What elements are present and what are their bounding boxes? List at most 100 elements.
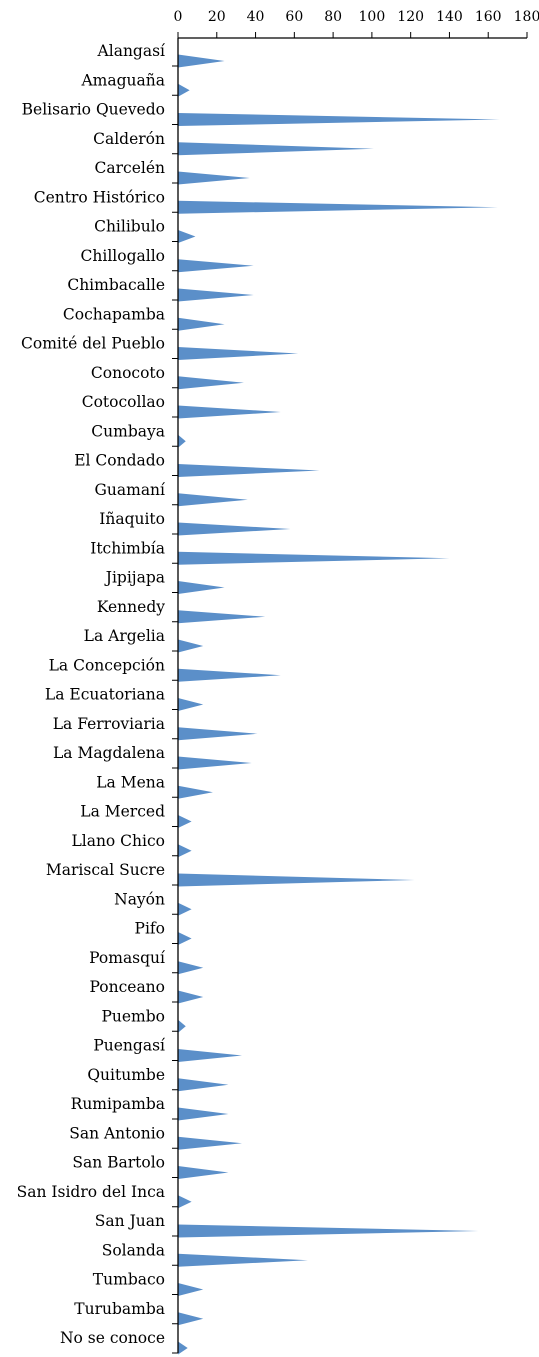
category-label: Chillogallo bbox=[81, 247, 165, 265]
category-label: Cochapamba bbox=[63, 305, 165, 323]
category-label: El Condado bbox=[74, 452, 165, 470]
bar bbox=[178, 932, 192, 945]
category-label: Centro Histórico bbox=[34, 188, 165, 206]
x-tick-label: 60 bbox=[285, 9, 303, 25]
category-label: Llano Chico bbox=[71, 832, 165, 850]
category-label: Tumbaco bbox=[93, 1271, 165, 1289]
x-axis: 0 20 40 60 80 100 120 140 160 180 bbox=[174, 9, 539, 39]
category-label: Puembo bbox=[101, 1007, 165, 1025]
category-label: Itchimbía bbox=[90, 539, 165, 557]
bar bbox=[178, 347, 299, 360]
category-label: San Juan bbox=[95, 1212, 165, 1230]
category-label: Calderón bbox=[93, 130, 165, 148]
category-label: Carcelén bbox=[95, 159, 165, 177]
category-label: Quitumbe bbox=[87, 1066, 165, 1084]
bar bbox=[178, 434, 186, 448]
category-label: La Argelia bbox=[84, 627, 165, 645]
bar bbox=[178, 171, 250, 185]
bar bbox=[178, 1312, 204, 1326]
category-label: Cumbaya bbox=[91, 422, 165, 440]
category-label: Pomasquí bbox=[89, 949, 166, 967]
bar bbox=[178, 522, 291, 536]
bar bbox=[178, 464, 320, 477]
category-label: Chimbacalle bbox=[67, 276, 165, 294]
category-label: San Antonio bbox=[69, 1124, 165, 1142]
bar bbox=[178, 1224, 479, 1238]
bar bbox=[178, 756, 252, 770]
bar bbox=[178, 83, 190, 97]
category-label: Iñaquito bbox=[99, 510, 165, 528]
bar bbox=[178, 317, 225, 331]
category-label: Rumipamba bbox=[71, 1095, 165, 1113]
bar bbox=[178, 581, 225, 594]
bar bbox=[178, 1195, 192, 1209]
category-label: Amaguaña bbox=[80, 71, 165, 89]
bar bbox=[178, 639, 204, 653]
category-label: Cotocollao bbox=[82, 393, 165, 411]
x-tick-label: 160 bbox=[475, 9, 502, 25]
bar bbox=[178, 113, 500, 126]
bar bbox=[178, 961, 204, 975]
category-labels: Alangasí Amaguaña Belisario Quevedo Calderó… bbox=[17, 42, 166, 1347]
bar bbox=[178, 405, 281, 419]
bar bbox=[178, 698, 204, 711]
category-label: Conocoto bbox=[91, 364, 165, 382]
bar bbox=[178, 493, 248, 507]
category-label: Turubamba bbox=[74, 1300, 165, 1318]
category-label: No se conoce bbox=[60, 1329, 165, 1347]
bar bbox=[178, 1283, 204, 1296]
bar bbox=[178, 1166, 229, 1179]
category-label: La Ferroviaria bbox=[53, 715, 165, 733]
category-label: Mariscal Sucre bbox=[46, 861, 165, 879]
bar bbox=[178, 990, 204, 1004]
category-label: La Magdalena bbox=[53, 744, 165, 762]
category-label: Ponceano bbox=[89, 978, 165, 996]
x-tick-label: 20 bbox=[208, 9, 226, 25]
bar bbox=[178, 785, 213, 799]
x-tick-label: 80 bbox=[324, 9, 342, 25]
bar bbox=[178, 1078, 229, 1092]
bar bbox=[178, 200, 498, 214]
bar bbox=[178, 1253, 308, 1267]
bar bbox=[178, 1136, 242, 1150]
bar bbox=[178, 1049, 242, 1062]
x-tick-label: 0 bbox=[174, 9, 183, 25]
x-tick-label: 180 bbox=[514, 9, 539, 25]
bar bbox=[178, 610, 266, 624]
bar bbox=[178, 1019, 186, 1033]
bar bbox=[178, 376, 244, 390]
bar bbox=[178, 288, 254, 302]
bar bbox=[178, 844, 192, 858]
x-tick-label: 140 bbox=[436, 9, 463, 25]
y-axis bbox=[172, 38, 179, 1354]
category-label: Jipijapa bbox=[104, 569, 165, 587]
category-label: San Bartolo bbox=[72, 1154, 165, 1172]
category-label: Puengasí bbox=[93, 1037, 166, 1055]
category-label: Comité del Pueblo bbox=[21, 335, 165, 353]
category-label: Belisario Quevedo bbox=[22, 101, 165, 119]
bar bbox=[178, 727, 258, 741]
category-label: Solanda bbox=[102, 1241, 165, 1259]
bar bbox=[178, 1341, 188, 1355]
category-label: Pifo bbox=[135, 920, 165, 938]
category-label: San Isidro del Inca bbox=[17, 1183, 165, 1201]
x-tick-label: 40 bbox=[247, 9, 265, 25]
bar bbox=[178, 551, 450, 565]
category-label: La Ecuatoriana bbox=[45, 686, 165, 704]
x-tick-label: 100 bbox=[359, 9, 386, 25]
bar bbox=[178, 815, 192, 828]
category-label: Alangasí bbox=[97, 42, 166, 60]
bar bbox=[178, 668, 281, 682]
category-label: Nayón bbox=[114, 890, 165, 908]
category-label: La Concepción bbox=[49, 656, 165, 674]
bar bbox=[178, 142, 374, 156]
category-label: Guamaní bbox=[95, 481, 167, 499]
category-label: Kennedy bbox=[97, 598, 165, 616]
bar bbox=[178, 230, 196, 243]
category-label: Chilibulo bbox=[94, 218, 165, 236]
bar bbox=[178, 873, 415, 887]
bar bbox=[178, 902, 192, 916]
bar bbox=[178, 54, 225, 68]
bars bbox=[178, 54, 500, 1355]
